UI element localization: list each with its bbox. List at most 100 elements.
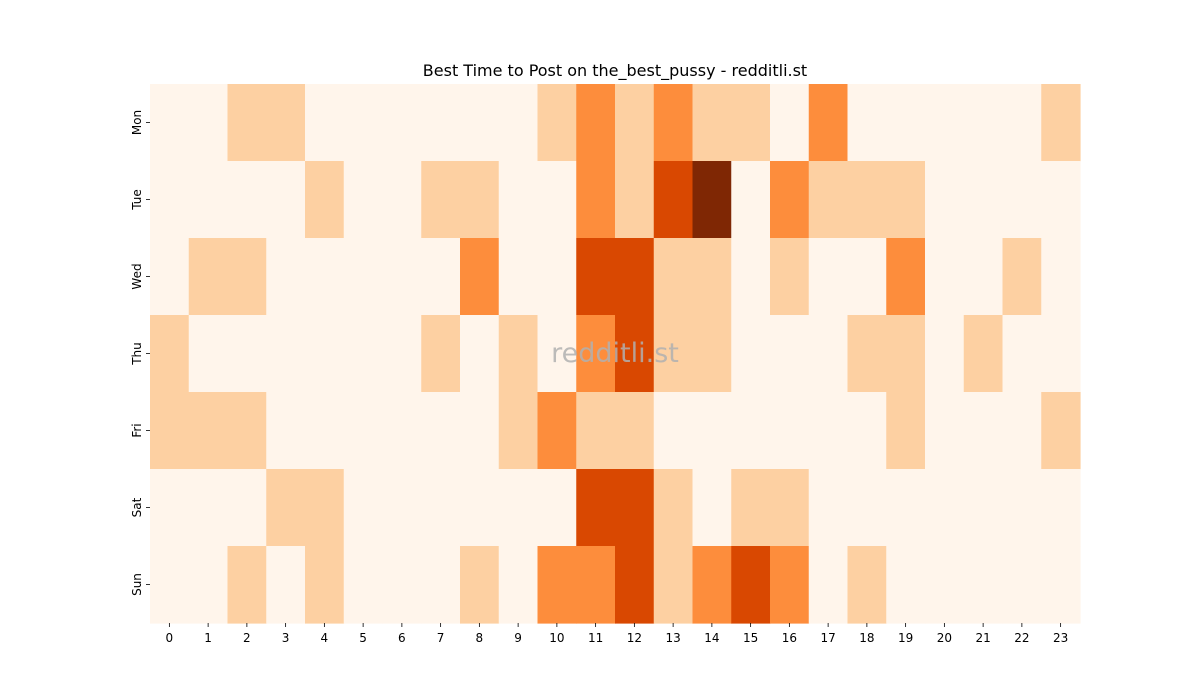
heatmap-cell-thu-22 — [1002, 315, 1042, 393]
x-tick-label-6: 6 — [398, 631, 406, 645]
x-tick-label-14: 14 — [704, 631, 719, 645]
heatmap-cell-sat-22 — [1002, 469, 1042, 547]
heatmap-cell-fri-14 — [692, 392, 732, 470]
heatmap-cell-fri-8 — [460, 392, 500, 470]
heatmap-cell-wed-11 — [576, 238, 616, 316]
heatmap-cell-tue-0 — [150, 161, 190, 239]
heatmap-cell-tue-11 — [576, 161, 616, 239]
heatmap-cell-sat-5 — [343, 469, 384, 547]
heatmap-cell-sat-14 — [692, 469, 732, 547]
x-tick-label-7: 7 — [437, 631, 445, 645]
heatmap-cell-fri-17 — [808, 392, 849, 470]
heatmap-cell-sun-18 — [847, 546, 887, 624]
heatmap-cell-tue-10 — [537, 161, 577, 239]
heatmap-cell-mon-19 — [886, 84, 926, 162]
heatmap-cell-sat-10 — [537, 469, 577, 547]
heatmap-cell-sun-13 — [653, 546, 694, 624]
heatmap-cell-mon-12 — [615, 84, 655, 162]
heatmap-cell-fri-15 — [731, 392, 771, 470]
heatmap-cell-tue-18 — [847, 161, 887, 239]
x-tick-label-18: 18 — [859, 631, 874, 645]
heatmap-cell-fri-12 — [615, 392, 655, 470]
heatmap-cell-thu-8 — [460, 315, 500, 393]
heatmap-cell-wed-4 — [305, 238, 345, 316]
heatmap-cell-thu-16 — [770, 315, 810, 393]
heatmap-cell-fri-13 — [653, 392, 694, 470]
heatmap-cell-fri-19 — [886, 392, 926, 470]
heatmap-cell-sun-5 — [343, 546, 384, 624]
heatmap-cell-thu-21 — [963, 315, 1004, 393]
heatmap-cell-tue-17 — [808, 161, 849, 239]
heatmap-cell-thu-17 — [808, 315, 849, 393]
heatmap-cell-sun-22 — [1002, 546, 1042, 624]
chart-title: Best Time to Post on the_best_pussy - re… — [423, 61, 807, 81]
heatmap-cell-fri-11 — [576, 392, 616, 470]
heatmap-cell-sun-2 — [227, 546, 267, 624]
heatmap-cell-sat-9 — [498, 469, 539, 547]
heatmap-cell-sun-4 — [305, 546, 345, 624]
heatmap-cell-fri-0 — [150, 392, 190, 470]
heatmap-cell-tue-14 — [692, 161, 732, 239]
heatmap-cell-mon-15 — [731, 84, 771, 162]
heatmap-cell-wed-23 — [1041, 238, 1081, 316]
heatmap-cell-wed-22 — [1002, 238, 1042, 316]
heatmap-cell-fri-4 — [305, 392, 345, 470]
heatmap-cell-wed-20 — [925, 238, 965, 316]
heatmap-cell-tue-1 — [188, 161, 229, 239]
heatmap-cell-fri-5 — [343, 392, 384, 470]
heatmap-cell-wed-14 — [692, 238, 732, 316]
heatmap-cell-wed-2 — [227, 238, 267, 316]
x-tick-label-5: 5 — [359, 631, 367, 645]
heatmap-cell-sun-3 — [266, 546, 306, 624]
heatmap-cell-tue-21 — [963, 161, 1004, 239]
y-axis: Mon Tue Wed Thu Fri Sat Sun — [130, 110, 150, 596]
heatmap-cell-mon-6 — [382, 84, 422, 162]
x-tick-label-15: 15 — [743, 631, 758, 645]
heatmap-cell-thu-0 — [150, 315, 190, 393]
x-tick-label-12: 12 — [627, 631, 642, 645]
heatmap-cell-mon-1 — [188, 84, 229, 162]
heatmap-cell-mon-4 — [305, 84, 345, 162]
x-tick-label-22: 22 — [1014, 631, 1029, 645]
heatmap-cell-mon-7 — [421, 84, 461, 162]
heatmap-cell-mon-5 — [343, 84, 384, 162]
x-tick-label-17: 17 — [820, 631, 835, 645]
heatmap-cell-tue-5 — [343, 161, 384, 239]
x-tick-label-1: 1 — [204, 631, 212, 645]
y-tick-label-mon: Mon — [130, 110, 144, 135]
heatmap-cell-sat-3 — [266, 469, 306, 547]
heatmap-cell-tue-19 — [886, 161, 926, 239]
heatmap-cell-sun-6 — [382, 546, 422, 624]
heatmap-cell-mon-16 — [770, 84, 810, 162]
heatmap-cell-wed-17 — [808, 238, 849, 316]
heatmap-cell-sun-16 — [770, 546, 810, 624]
heatmap-cell-fri-20 — [925, 392, 965, 470]
heatmap-cell-sat-16 — [770, 469, 810, 547]
heatmap-cells — [150, 84, 1081, 624]
heatmap-cell-wed-18 — [847, 238, 887, 316]
x-tick-label-16: 16 — [782, 631, 797, 645]
heatmap-cell-mon-2 — [227, 84, 267, 162]
heatmap-cell-tue-6 — [382, 161, 422, 239]
heatmap-cell-thu-23 — [1041, 315, 1081, 393]
heatmap-cell-thu-19 — [886, 315, 926, 393]
heatmap-cell-fri-10 — [537, 392, 577, 470]
heatmap-cell-sat-18 — [847, 469, 887, 547]
heatmap-cell-thu-1 — [188, 315, 229, 393]
heatmap-cell-mon-14 — [692, 84, 732, 162]
heatmap-cell-sat-20 — [925, 469, 965, 547]
heatmap-cell-sat-0 — [150, 469, 190, 547]
heatmap-cell-wed-3 — [266, 238, 306, 316]
heatmap-cell-mon-13 — [653, 84, 694, 162]
heatmap-cell-mon-0 — [150, 84, 190, 162]
y-tick-label-wed: Wed — [130, 263, 144, 289]
heatmap-cell-mon-9 — [498, 84, 539, 162]
heatmap-cell-fri-3 — [266, 392, 306, 470]
heatmap-cell-thu-9 — [498, 315, 539, 393]
heatmap-cell-mon-21 — [963, 84, 1004, 162]
heatmap-cell-thu-2 — [227, 315, 267, 393]
heatmap-cell-sat-23 — [1041, 469, 1081, 547]
heatmap-cell-sat-2 — [227, 469, 267, 547]
heatmap-cell-fri-16 — [770, 392, 810, 470]
